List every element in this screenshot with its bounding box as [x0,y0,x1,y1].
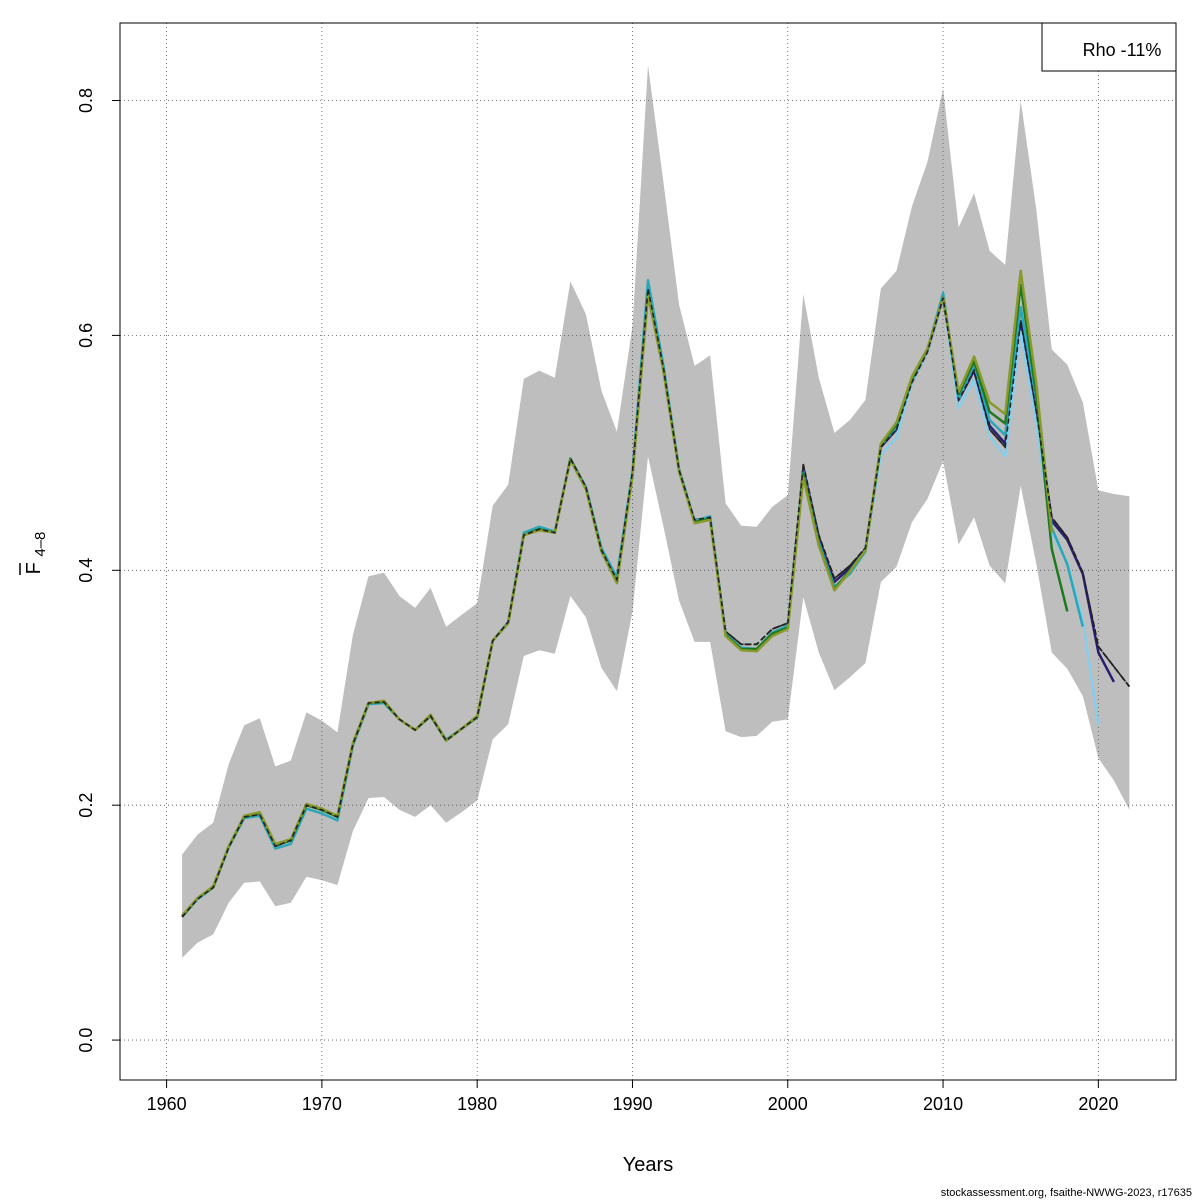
x-axis: 1960 1970 1980 1990 2000 2010 2020 [147,1080,1118,1114]
y-axis: 0.0 0.2 0.4 0.6 0.8 [76,88,120,1053]
y-tick-label: 0.0 [76,1028,96,1053]
series-layer [181,269,1131,918]
y-tick-label: 0.4 [76,558,96,583]
x-tick-label: 1960 [147,1094,187,1114]
y-tick-label: 0.6 [76,323,96,348]
x-tick-label: 1970 [302,1094,342,1114]
legend-text: Rho -11% [1083,40,1162,60]
legend: Rho -11% [1041,22,1177,72]
series-line-6 [181,269,1054,917]
y-axis-title-subscript: 4–8 [32,532,49,557]
grid-layer [120,23,1176,1080]
x-tick-label: 2010 [923,1094,963,1114]
y-axis-title-main: F [23,562,45,574]
y-tick-label: 0.2 [76,793,96,818]
x-tick-label: 1980 [457,1094,497,1114]
y-tick-label: 0.8 [76,88,96,113]
x-tick-label: 1990 [612,1094,652,1114]
x-tick-label: 2000 [768,1094,808,1114]
footer-credit: stockassessment.org, fsaithe-NWWG-2023, … [941,1187,1192,1199]
x-axis-title: Years [623,1154,673,1176]
x-tick-label: 2020 [1078,1094,1118,1114]
y-axis-title: F 4–8 [19,532,49,575]
confidence-band-layer [182,65,1130,958]
confidence-band [182,65,1130,958]
plot-frame [119,22,1177,1081]
svg-text:F 4–8: F 4–8 [23,532,49,575]
legend-box [1041,22,1177,72]
